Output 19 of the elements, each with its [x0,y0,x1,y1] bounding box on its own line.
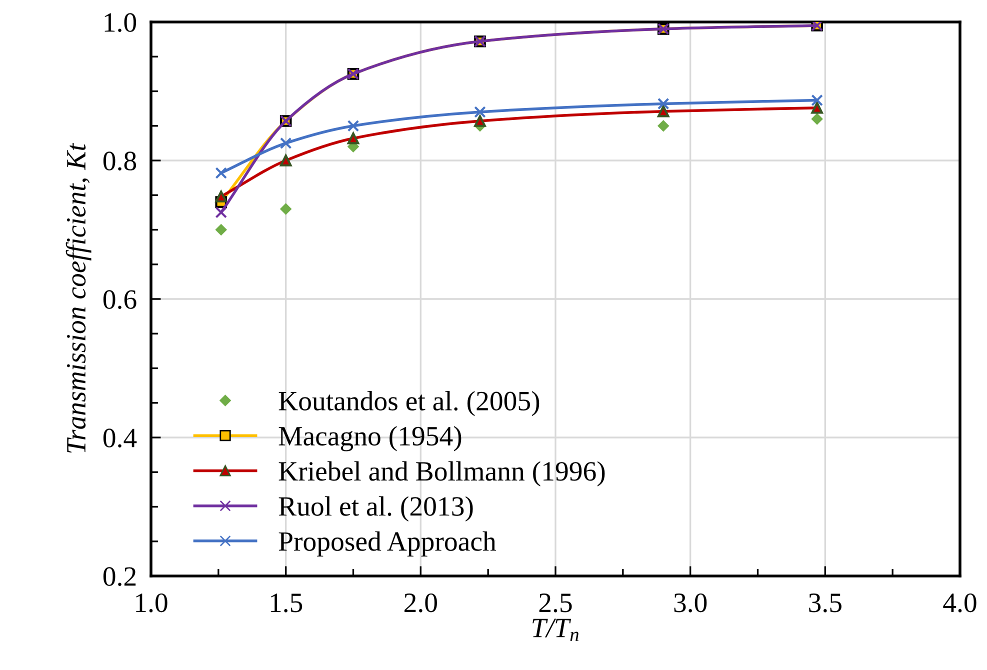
x-tick-label: 1.0 [136,593,168,612]
y-tick-label: 0.2 [103,567,136,586]
legend-label: Ruol et al. (2013) [278,496,473,522]
x-tick-label: 3.5 [809,594,842,612]
legend-label: Koutandos et al. (2005) [278,390,540,416]
y-tick-label: 0.8 [103,152,136,171]
x-tick-label: 2.5 [539,594,572,612]
legend-label: Kriebel and Bollmann (1996) [278,461,605,486]
legend-label: Proposed Approach [278,531,496,557]
x-tick-label: 1.5 [270,594,302,612]
y-tick-label: 1.0 [104,13,136,32]
y-tick-label: 0.4 [103,428,137,448]
y-axis-title: Transmission coefficient, Kt [66,142,92,453]
y-tick-label: 0.6 [103,290,136,310]
x-axis-title: T/T$_{n}$ [532,618,579,641]
x-tick-label: 4.0 [943,593,976,612]
legend-label: Macagno (1954) [278,426,462,452]
x-tick-label: 3.0 [674,593,707,612]
x-tick-label: 2.0 [404,593,437,612]
